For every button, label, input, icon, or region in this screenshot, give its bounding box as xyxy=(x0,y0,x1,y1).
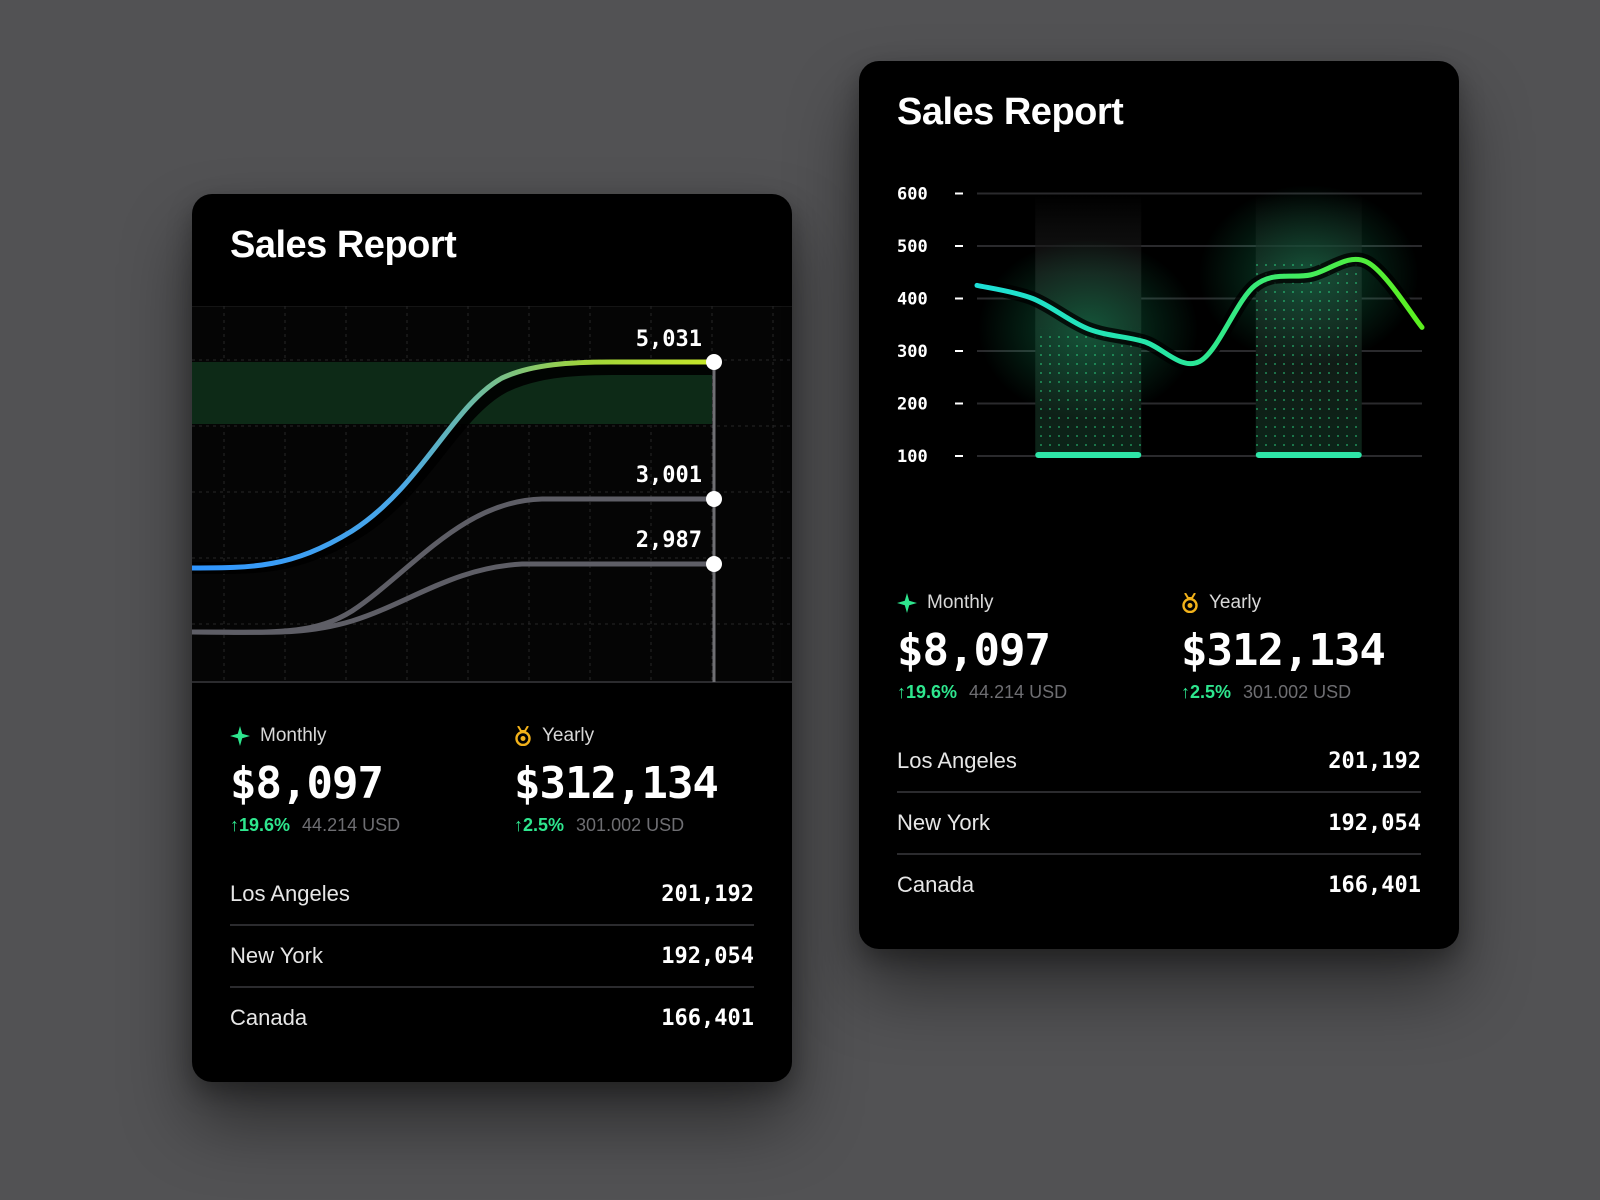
monthly-label: Monthly xyxy=(260,725,327,746)
series-line xyxy=(974,252,1428,371)
monthly-value: $8,097 xyxy=(897,625,1051,676)
yearly-stat: Yearly $312,134 ↑2.5% 301.002 USD xyxy=(514,724,719,836)
series-1-end-point xyxy=(706,354,722,370)
series-1-end-label: 5,031 xyxy=(636,327,702,352)
series-2-end-label: 3,001 xyxy=(636,463,702,488)
city-name: Los Angeles xyxy=(897,748,1017,773)
list-item: Los Angeles 201,192 xyxy=(897,731,1421,793)
y-tick-label: 400 xyxy=(897,290,928,310)
sales-report-card-2: Sales Report 700600500400300200100 xyxy=(859,61,1459,949)
monthly-value: $8,097 xyxy=(230,758,384,809)
yearly-stat: Yearly $312,134 ↑2.5% 301.002 USD xyxy=(1181,591,1386,703)
city-name: Canada xyxy=(897,872,975,897)
monthly-change: ↑19.6% xyxy=(897,682,958,702)
yearly-change: ↑2.5% xyxy=(514,815,565,835)
city-list: Los Angeles 201,192 New York 192,054 Can… xyxy=(897,731,1421,915)
series-3-end-point xyxy=(706,556,722,572)
card-title: Sales Report xyxy=(897,91,1124,133)
medal-icon xyxy=(1182,593,1198,613)
city-value: 192,054 xyxy=(1328,810,1421,836)
highlight-columns xyxy=(978,184,1419,458)
y-tick-label: 100 xyxy=(897,447,928,467)
yearly-label: Yearly xyxy=(1209,592,1262,613)
y-tick-label: 600 xyxy=(897,185,928,205)
y-tick-label: 300 xyxy=(897,342,928,362)
list-item: Canada 166,401 xyxy=(230,988,754,1048)
column-base-bar xyxy=(1035,452,1142,458)
list-item: New York 192,054 xyxy=(897,793,1421,855)
column-dots xyxy=(1255,261,1362,456)
city-value: 166,401 xyxy=(1328,872,1421,898)
city-value: 166,401 xyxy=(661,1005,754,1031)
city-name: Canada xyxy=(230,1005,308,1030)
column-dots xyxy=(1035,328,1142,456)
city-value: 192,054 xyxy=(661,943,754,969)
monthly-change: ↑19.6% xyxy=(230,815,291,835)
series-3-end-label: 2,987 xyxy=(636,528,702,553)
y-tick-label: 200 xyxy=(897,395,928,415)
monthly-stat: Monthly $8,097 ↑19.6% 44.214 USD xyxy=(897,591,1067,703)
city-value: 201,192 xyxy=(661,881,754,907)
city-name: Los Angeles xyxy=(230,881,350,906)
yearly-label: Yearly xyxy=(542,725,595,746)
list-item: New York 192,054 xyxy=(230,926,754,988)
sales-area-chart: 700600500400300200100 xyxy=(897,184,1428,467)
city-value: 201,192 xyxy=(1328,748,1421,774)
yearly-value: $312,134 xyxy=(514,758,719,809)
column-base-bar xyxy=(1255,452,1362,458)
series-line-path xyxy=(974,256,1425,366)
yearly-change: ↑2.5% xyxy=(1181,682,1232,702)
monthly-usd: 44.214 USD xyxy=(302,815,401,835)
city-list: Los Angeles 201,192 New York 192,054 Can… xyxy=(230,864,754,1048)
series-2-end-point xyxy=(706,491,722,507)
card-title: Sales Report xyxy=(230,224,457,266)
medal-icon xyxy=(515,726,531,746)
list-item: Canada 166,401 xyxy=(897,855,1421,915)
sparkle-icon xyxy=(897,593,917,613)
y-tick-label: 500 xyxy=(897,237,928,257)
series-line-1 xyxy=(192,359,717,571)
sales-report-card-1: Sales Report 5,031 3,001 2,987 xyxy=(192,194,792,1082)
y-axis: 700600500400300200100 xyxy=(897,185,963,467)
yearly-usd: 301.002 USD xyxy=(1243,682,1352,702)
series-line-2 xyxy=(192,496,717,635)
sparkle-icon xyxy=(230,726,250,746)
monthly-usd: 44.214 USD xyxy=(969,682,1068,702)
monthly-label: Monthly xyxy=(927,592,994,613)
sales-line-chart: 5,031 3,001 2,987 xyxy=(192,306,792,683)
yearly-usd: 301.002 USD xyxy=(576,815,685,835)
yearly-value: $312,134 xyxy=(1181,625,1386,676)
monthly-stat: Monthly $8,097 ↑19.6% 44.214 USD xyxy=(230,724,400,836)
list-item: Los Angeles 201,192 xyxy=(230,864,754,926)
city-name: New York xyxy=(897,810,990,835)
city-name: New York xyxy=(230,943,323,968)
